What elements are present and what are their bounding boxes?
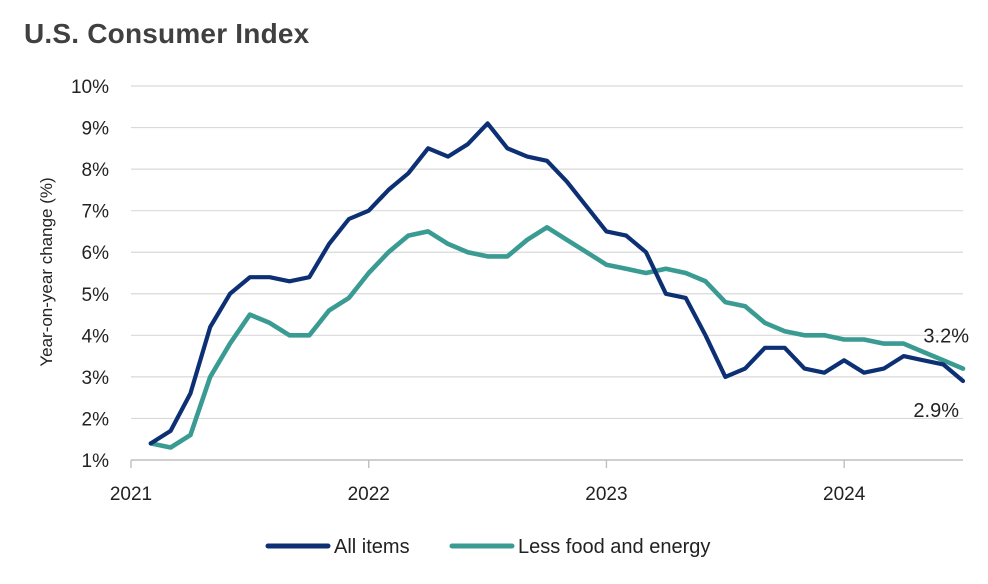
legend-label-less-food-and-energy: Less food and energy — [518, 536, 710, 558]
y-tick-label-1: 1% — [82, 451, 110, 472]
y-tick-label-6: 6% — [82, 243, 110, 264]
x-tick-labels: 2021 2022 2023 2024 — [110, 484, 866, 505]
end-labels: 3.2% 2.9% — [913, 326, 969, 422]
legend-label-all-items: All items — [334, 536, 410, 558]
x-tick-label-2023: 2023 — [585, 484, 627, 505]
y-tick-label-8: 8% — [82, 160, 110, 181]
y-tick-label-3: 3% — [82, 368, 110, 389]
gridlines — [131, 85, 963, 420]
chart-title: U.S. Consumer Index — [24, 18, 310, 49]
y-tick-label-4: 4% — [82, 326, 110, 347]
x-tick-label-2022: 2022 — [348, 484, 390, 505]
y-axis-title: Year-on-year change (%) — [37, 177, 56, 366]
y-tick-label-5: 5% — [82, 285, 110, 306]
series-line-less-food-and-energy — [148, 225, 966, 450]
end-label-less-food-and-energy: 3.2% — [923, 326, 969, 348]
x-tick-label-2021: 2021 — [110, 484, 152, 505]
y-tick-label-9: 9% — [82, 119, 110, 140]
series-lines — [148, 121, 966, 450]
x-tick-label-2024: 2024 — [823, 484, 866, 505]
end-label-all-items: 2.9% — [913, 400, 959, 422]
series-line-all-items — [148, 121, 966, 446]
legend: All items Less food and energy — [265, 536, 710, 558]
y-tick-label-2: 2% — [82, 409, 110, 430]
y-tick-label-7: 7% — [82, 202, 110, 223]
y-tick-label-10: 10% — [71, 77, 109, 98]
y-tick-labels: 1% 2% 3% 4% 5% 6% 7% 8% 9% 10% — [71, 77, 109, 472]
axes — [130, 459, 963, 468]
